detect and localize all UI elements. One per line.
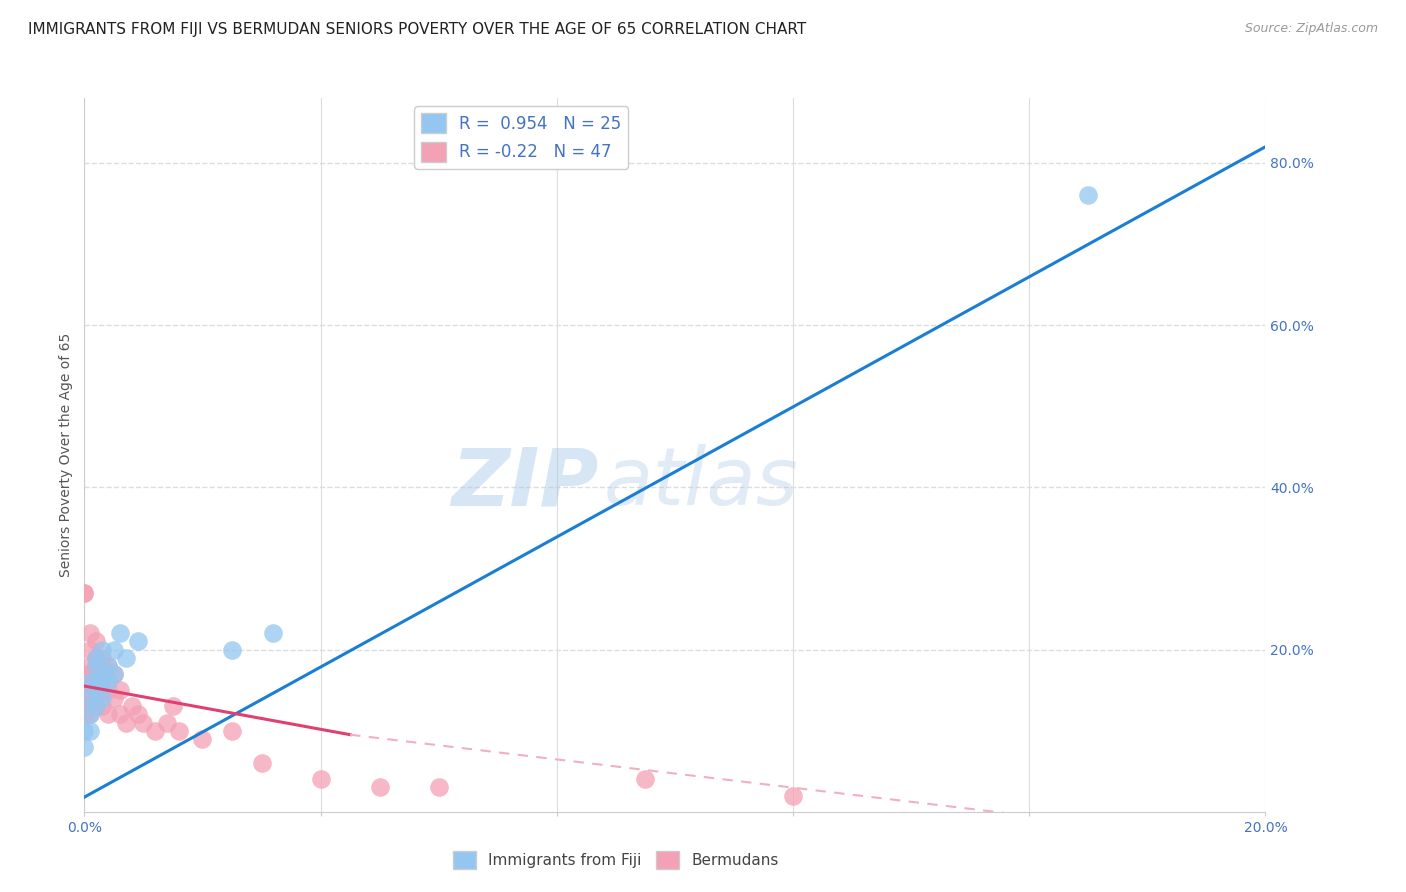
Point [84, 675, 107, 690]
Point [73, 586, 96, 600]
Point [73, 707, 96, 722]
Point [108, 707, 131, 722]
Point [114, 715, 136, 730]
Point [91, 675, 114, 690]
Point [73, 739, 96, 754]
Text: Source: ZipAtlas.com: Source: ZipAtlas.com [1244, 22, 1378, 36]
Point [84, 658, 107, 673]
Point [91, 650, 114, 665]
Point [79, 723, 101, 738]
Point [73, 723, 96, 738]
Point [108, 683, 131, 698]
Point [84, 634, 107, 648]
Point [309, 772, 332, 787]
Point [156, 715, 179, 730]
Point [103, 666, 125, 681]
Point [73, 691, 96, 706]
Point [84, 699, 107, 714]
Text: IMMIGRANTS FROM FIJI VS BERMUDAN SENIORS POVERTY OVER THE AGE OF 65 CORRELATION : IMMIGRANTS FROM FIJI VS BERMUDAN SENIORS… [28, 22, 807, 37]
Point [84, 658, 107, 673]
Legend: Immigrants from Fiji, Bermudans: Immigrants from Fiji, Bermudans [447, 845, 785, 875]
Point [250, 756, 273, 770]
Point [79, 707, 101, 722]
Point [91, 683, 114, 698]
Point [103, 642, 125, 657]
Point [262, 626, 284, 640]
Point [79, 642, 101, 657]
Point [167, 723, 190, 738]
Point [97, 675, 120, 690]
Point [427, 780, 450, 795]
Point [191, 731, 214, 746]
Point [91, 699, 114, 714]
Point [79, 675, 101, 690]
Point [79, 658, 101, 673]
Point [132, 715, 155, 730]
Point [162, 699, 184, 714]
Point [221, 642, 243, 657]
Point [103, 691, 125, 706]
Point [221, 723, 243, 738]
Point [91, 666, 114, 681]
Point [84, 699, 107, 714]
Point [79, 675, 101, 690]
Point [84, 650, 107, 665]
Point [79, 666, 101, 681]
Text: ZIP: ZIP [451, 444, 598, 523]
Point [103, 666, 125, 681]
Point [1077, 188, 1099, 202]
Point [84, 675, 107, 690]
Point [97, 707, 120, 722]
Y-axis label: Seniors Poverty Over the Age of 65: Seniors Poverty Over the Age of 65 [59, 333, 73, 577]
Point [79, 691, 101, 706]
Point [634, 772, 657, 787]
Point [108, 626, 131, 640]
Point [368, 780, 391, 795]
Point [114, 650, 136, 665]
Point [97, 658, 120, 673]
Point [84, 683, 107, 698]
Point [84, 683, 107, 698]
Point [79, 691, 101, 706]
Point [91, 642, 114, 657]
Point [97, 683, 120, 698]
Point [73, 666, 96, 681]
Point [121, 699, 143, 714]
Point [91, 691, 114, 706]
Point [97, 658, 120, 673]
Point [84, 650, 107, 665]
Point [91, 658, 114, 673]
Point [782, 789, 804, 803]
Point [91, 666, 114, 681]
Point [73, 675, 96, 690]
Point [143, 723, 166, 738]
Point [127, 634, 149, 648]
Point [127, 707, 149, 722]
Point [73, 586, 96, 600]
Point [79, 707, 101, 722]
Point [79, 626, 101, 640]
Text: atlas: atlas [605, 444, 799, 523]
